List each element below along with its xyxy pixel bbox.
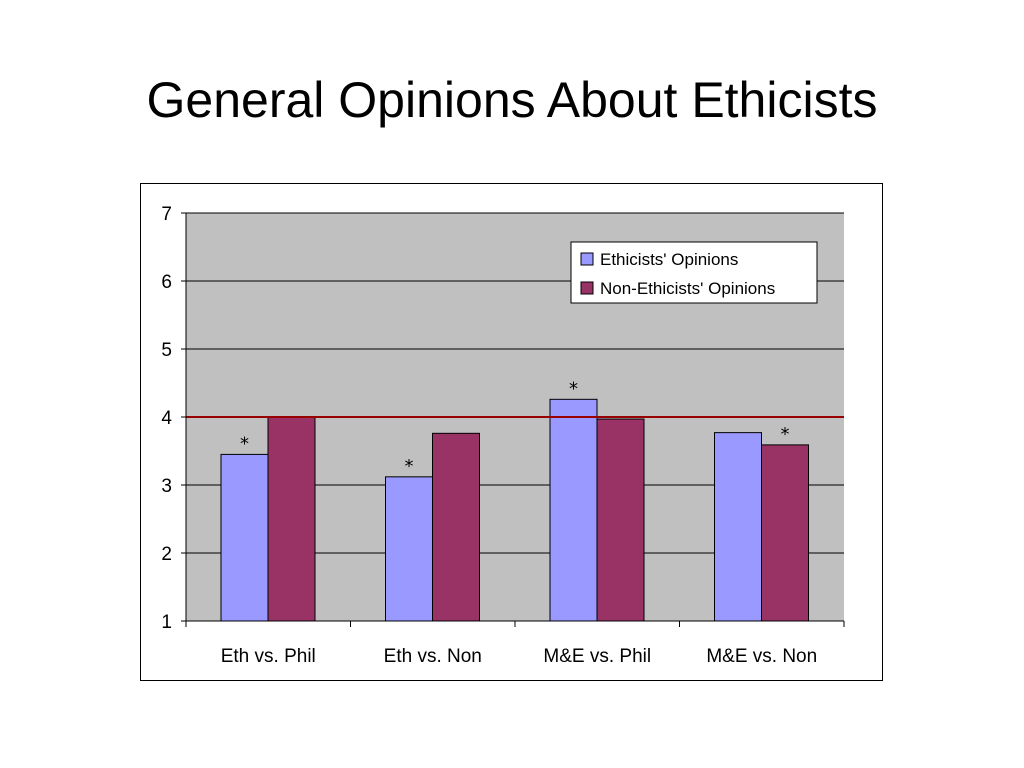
significance-marker: * [240, 433, 249, 454]
legend-swatch [580, 281, 594, 295]
y-tick-label: 1 [161, 612, 172, 633]
annotations: * * * * [240, 378, 790, 477]
significance-marker: * [405, 456, 414, 477]
bar [714, 432, 762, 622]
y-tick-label: 6 [161, 272, 172, 293]
significance-marker: * [781, 424, 790, 445]
y-tick-label: 3 [161, 476, 172, 497]
bar [385, 476, 433, 622]
axes [181, 212, 845, 627]
x-tick-label: Eth vs. Phil [221, 646, 316, 667]
slide-title: General Opinions About Ethicists [146, 72, 878, 128]
bars [220, 398, 809, 622]
x-tick-label: Eth vs. Non [384, 646, 482, 667]
bar [220, 453, 269, 622]
bar [432, 432, 480, 622]
x-tick-label: M&E vs. Phil [543, 646, 651, 667]
y-tick-label: 5 [161, 340, 172, 361]
legend-label: Non-Ethicists' Opinions [600, 279, 775, 298]
legend-swatch [580, 252, 594, 266]
legend: Ethicists' Opinions Non-Ethicists' Opinio… [570, 241, 818, 304]
bar [267, 416, 316, 622]
bar [549, 398, 598, 622]
tick-labels: 1 2 3 4 5 6 7 Eth vs. Phil Eth vs. Non M&E vs. Ph… [161, 204, 817, 667]
chart-frame: 1 2 3 4 5 6 7 Eth vs. Phil Eth vs. Non M&E vs. Ph… [140, 183, 883, 681]
legend-box [570, 241, 818, 304]
y-tick-label: 7 [161, 204, 172, 225]
x-tick-label: M&E vs. Non [706, 646, 817, 667]
significance-marker: * [569, 378, 578, 399]
legend-label: Ethicists' Opinions [600, 250, 738, 269]
bar-chart: 1 2 3 4 5 6 7 Eth vs. Phil Eth vs. Non M&E vs. Ph… [161, 204, 845, 667]
bar [596, 418, 645, 622]
y-tick-label: 4 [161, 408, 172, 429]
y-tick-label: 2 [161, 544, 172, 565]
bar [761, 444, 809, 622]
